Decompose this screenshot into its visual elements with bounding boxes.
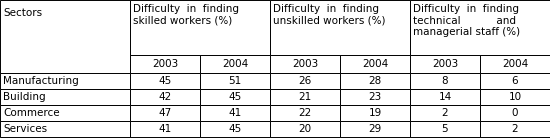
Text: 22: 22 xyxy=(298,108,312,118)
Bar xyxy=(130,0,270,55)
Bar xyxy=(200,73,270,89)
Text: 20: 20 xyxy=(299,124,311,134)
Text: 2003: 2003 xyxy=(152,59,178,69)
Text: 5: 5 xyxy=(442,124,448,134)
Bar xyxy=(200,55,270,73)
Bar xyxy=(410,105,480,121)
Bar xyxy=(410,55,480,73)
Bar xyxy=(0,121,130,137)
Bar xyxy=(340,73,410,89)
Bar xyxy=(130,105,200,121)
Text: Building: Building xyxy=(3,92,46,102)
Bar xyxy=(340,55,410,73)
Text: 10: 10 xyxy=(508,92,521,102)
Text: 6: 6 xyxy=(512,76,518,86)
Text: 45: 45 xyxy=(228,92,241,102)
Bar xyxy=(410,73,480,89)
Bar xyxy=(0,105,130,121)
Bar xyxy=(480,121,550,137)
Bar xyxy=(130,89,200,105)
Bar xyxy=(480,105,550,121)
Text: 2: 2 xyxy=(512,124,518,134)
Text: 2004: 2004 xyxy=(502,59,528,69)
Bar xyxy=(130,121,200,137)
Bar xyxy=(130,55,200,73)
Bar xyxy=(0,0,130,73)
Bar xyxy=(270,89,340,105)
Text: 2: 2 xyxy=(442,108,448,118)
Text: 45: 45 xyxy=(158,76,172,86)
Text: 42: 42 xyxy=(158,92,172,102)
Text: 19: 19 xyxy=(368,108,382,118)
Text: 2004: 2004 xyxy=(362,59,388,69)
Text: Commerce: Commerce xyxy=(3,108,59,118)
Bar xyxy=(130,73,200,89)
Bar xyxy=(340,121,410,137)
Text: 0: 0 xyxy=(512,108,518,118)
Bar xyxy=(0,89,130,105)
Text: 29: 29 xyxy=(368,124,382,134)
Text: 14: 14 xyxy=(438,92,452,102)
Text: 8: 8 xyxy=(442,76,448,86)
Bar xyxy=(200,89,270,105)
Text: Difficulty  in  finding
unskilled workers (%): Difficulty in finding unskilled workers … xyxy=(273,4,386,26)
Bar xyxy=(410,0,550,55)
Text: 26: 26 xyxy=(298,76,312,86)
Bar xyxy=(200,121,270,137)
Bar xyxy=(410,121,480,137)
Bar xyxy=(270,105,340,121)
Text: 45: 45 xyxy=(228,124,241,134)
Text: Sectors: Sectors xyxy=(3,8,42,18)
Text: 28: 28 xyxy=(368,76,382,86)
Bar xyxy=(270,73,340,89)
Text: 2004: 2004 xyxy=(222,59,248,69)
Text: 2003: 2003 xyxy=(432,59,458,69)
Text: Difficulty  in  finding
skilled workers (%): Difficulty in finding skilled workers (%… xyxy=(133,4,239,26)
Bar xyxy=(410,89,480,105)
Bar xyxy=(480,73,550,89)
Bar xyxy=(270,55,340,73)
Text: Difficulty  in  finding
technical           and
managerial staff (%): Difficulty in finding technical and mana… xyxy=(413,4,520,37)
Text: 23: 23 xyxy=(368,92,382,102)
Bar xyxy=(270,0,410,55)
Text: 2003: 2003 xyxy=(292,59,318,69)
Bar xyxy=(340,89,410,105)
Text: 47: 47 xyxy=(158,108,172,118)
Text: Services: Services xyxy=(3,124,47,134)
Bar xyxy=(0,73,130,89)
Text: 41: 41 xyxy=(158,124,172,134)
Bar xyxy=(480,89,550,105)
Text: 41: 41 xyxy=(228,108,241,118)
Bar xyxy=(340,105,410,121)
Text: 21: 21 xyxy=(298,92,312,102)
Text: Manufacturing: Manufacturing xyxy=(3,76,79,86)
Bar xyxy=(270,121,340,137)
Bar xyxy=(200,105,270,121)
Bar xyxy=(480,55,550,73)
Text: 51: 51 xyxy=(228,76,241,86)
